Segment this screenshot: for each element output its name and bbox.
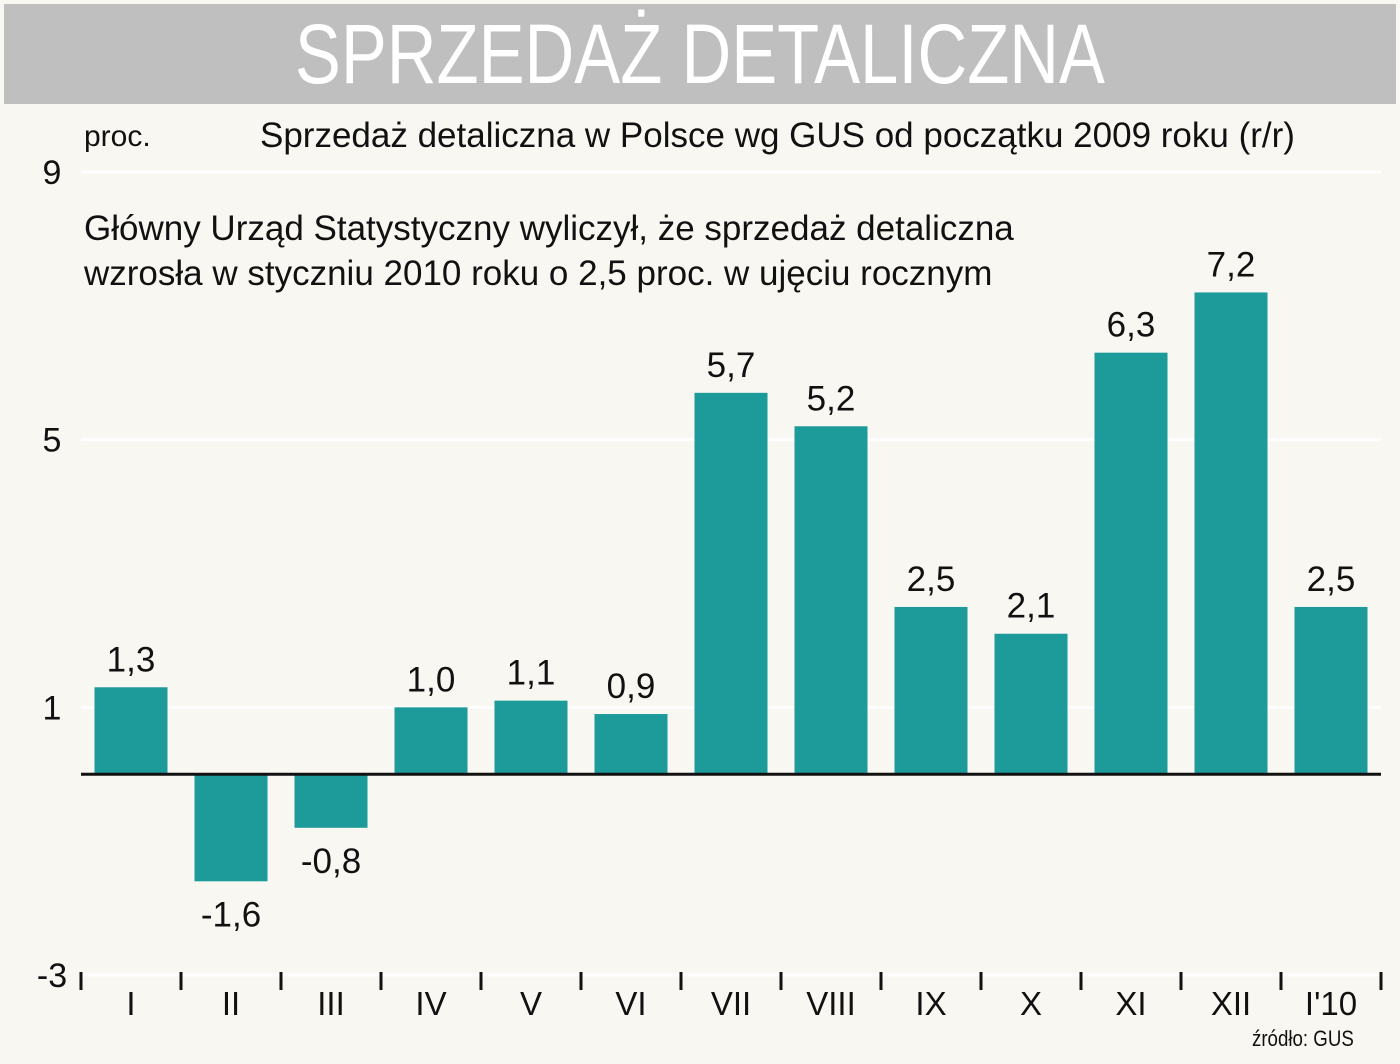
bar (494, 700, 568, 775)
bar (94, 687, 168, 775)
chart-note-line2: wzrosła w styczniu 2010 roku o 2,5 proc.… (84, 254, 993, 293)
bar (994, 633, 1068, 775)
x-tick-label: XI (1115, 985, 1146, 1022)
data-label: 5,2 (807, 379, 856, 418)
x-tick-label: V (520, 985, 542, 1022)
x-tick-label: III (317, 985, 345, 1022)
chart-note-line1: Główny Urząd Statystyczny wyliczył, że s… (84, 209, 1014, 248)
bar (894, 606, 968, 775)
data-label: 6,3 (1107, 306, 1156, 345)
y-tick-label: 9 (43, 154, 62, 192)
data-label: 7,2 (1207, 245, 1256, 284)
bar (1294, 606, 1368, 775)
bar (1094, 352, 1168, 775)
x-tick-label: I (126, 985, 135, 1022)
x-tick-label: II (222, 985, 240, 1022)
source-label: źródło: GUS (1252, 1026, 1354, 1051)
x-tick-label: X (1020, 985, 1042, 1022)
data-label: 2,1 (1007, 587, 1056, 626)
y-tick-label: 1 (43, 689, 62, 727)
title-banner: SPRZEDAŻ DETALICZNA (4, 4, 1396, 104)
chart-title: Sprzedaż detaliczna w Polsce wg GUS od p… (260, 116, 1295, 155)
x-tick-label: IX (915, 985, 946, 1022)
x-tick-label: VIII (806, 985, 856, 1022)
x-tick-label: I'10 (1305, 985, 1357, 1022)
bar (594, 714, 668, 775)
y-tick-label: 5 (43, 422, 62, 460)
page-title: SPRZEDAŻ DETALICZNA (294, 6, 1106, 101)
bar (694, 392, 768, 775)
bar (1194, 292, 1268, 775)
x-tick-label: IV (415, 985, 446, 1022)
x-tick-label: VII (711, 985, 751, 1022)
x-tick-label: VI (615, 985, 646, 1022)
data-label: 2,5 (1307, 560, 1356, 599)
bar (794, 426, 868, 775)
bar (394, 707, 468, 775)
data-label: 2,5 (907, 560, 956, 599)
data-label: -0,8 (301, 842, 361, 881)
x-tick-label: XII (1211, 985, 1251, 1022)
bar (294, 774, 368, 828)
chart-note: Główny Urząd Statystyczny wyliczył, że s… (84, 206, 1014, 296)
bar (194, 774, 268, 882)
unit-label: proc. (84, 120, 151, 153)
y-tick-label: -3 (37, 957, 67, 995)
data-label: 0,9 (607, 667, 656, 706)
data-label: 5,7 (707, 346, 756, 385)
data-label: 1,1 (507, 654, 556, 693)
data-label: 1,0 (407, 660, 456, 699)
data-label: -1,6 (201, 895, 261, 934)
data-label: 1,3 (107, 640, 156, 679)
